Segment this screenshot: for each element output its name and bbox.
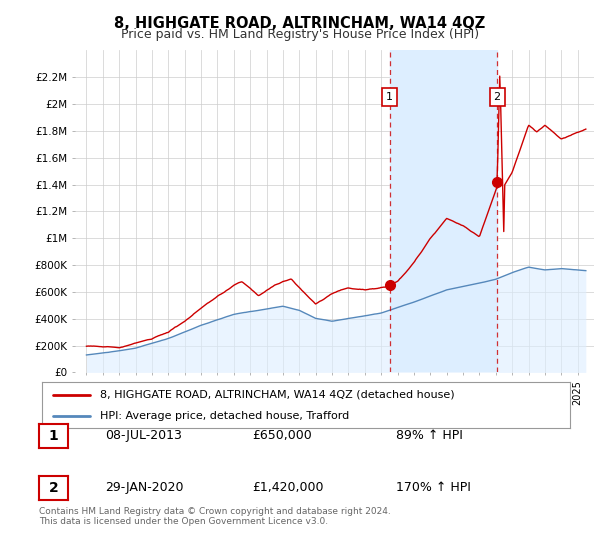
Text: 2: 2	[49, 480, 58, 495]
Text: 1: 1	[49, 429, 58, 444]
Text: £1,420,000: £1,420,000	[252, 480, 323, 494]
Text: 8, HIGHGATE ROAD, ALTRINCHAM, WA14 4QZ (detached house): 8, HIGHGATE ROAD, ALTRINCHAM, WA14 4QZ (…	[100, 390, 455, 400]
Text: 1: 1	[386, 92, 393, 102]
Text: Price paid vs. HM Land Registry's House Price Index (HPI): Price paid vs. HM Land Registry's House …	[121, 28, 479, 41]
Text: Contains HM Land Registry data © Crown copyright and database right 2024.
This d: Contains HM Land Registry data © Crown c…	[39, 507, 391, 526]
Text: 89% ↑ HPI: 89% ↑ HPI	[396, 429, 463, 442]
Text: 2: 2	[494, 92, 500, 102]
Text: 170% ↑ HPI: 170% ↑ HPI	[396, 480, 471, 494]
Text: 29-JAN-2020: 29-JAN-2020	[105, 480, 184, 494]
Bar	[389, 50, 497, 372]
Text: 08-JUL-2013: 08-JUL-2013	[105, 429, 182, 442]
Text: £650,000: £650,000	[252, 429, 312, 442]
Text: 8, HIGHGATE ROAD, ALTRINCHAM, WA14 4QZ: 8, HIGHGATE ROAD, ALTRINCHAM, WA14 4QZ	[115, 16, 485, 31]
Text: HPI: Average price, detached house, Trafford: HPI: Average price, detached house, Traf…	[100, 411, 349, 421]
